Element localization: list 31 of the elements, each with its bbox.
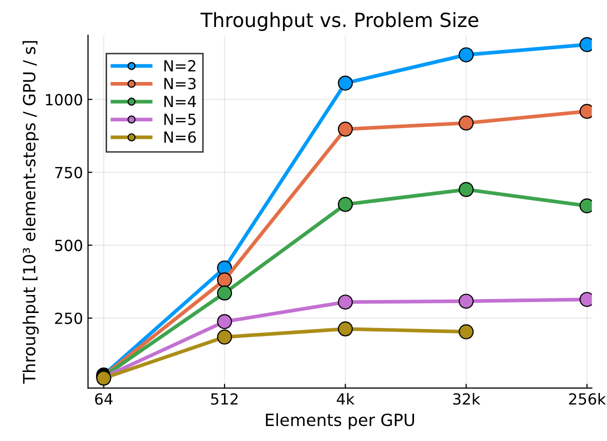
legend-label: N=5 (164, 114, 196, 126)
x-tick-label: 4k (336, 392, 355, 405)
point (338, 196, 353, 212)
point (458, 116, 474, 131)
x-tick-label: 64 (95, 393, 113, 405)
point (458, 47, 474, 62)
chart-title: Throughput vs. Problem Size (200, 12, 478, 31)
legend-label: N=2 (164, 60, 196, 72)
point (217, 286, 232, 301)
y-tick-label: 500 (55, 240, 82, 252)
point (217, 330, 232, 345)
x-tick-label: 512 (211, 393, 238, 405)
x-axis-title: Elements per GPU (266, 413, 414, 430)
x-tick-label: 32k (453, 392, 480, 405)
point (458, 182, 474, 198)
point (338, 76, 353, 91)
y-tick-label: 1000 (46, 94, 82, 106)
point (338, 122, 353, 137)
point (338, 321, 353, 336)
legend-label: N=4 (164, 96, 196, 108)
legend-label: N=3 (164, 78, 196, 90)
point (458, 324, 474, 340)
x-tick-label: 256k (569, 392, 606, 405)
legend-label: N=6 (164, 131, 196, 143)
point (458, 294, 474, 309)
point (338, 294, 353, 310)
y-axis-title: Throughput [10³ element-steps / GPU / s] (22, 41, 39, 384)
point (217, 272, 232, 288)
y-tick-label: 250 (55, 312, 82, 324)
point (217, 314, 232, 330)
y-tick-label: 750 (55, 166, 82, 178)
